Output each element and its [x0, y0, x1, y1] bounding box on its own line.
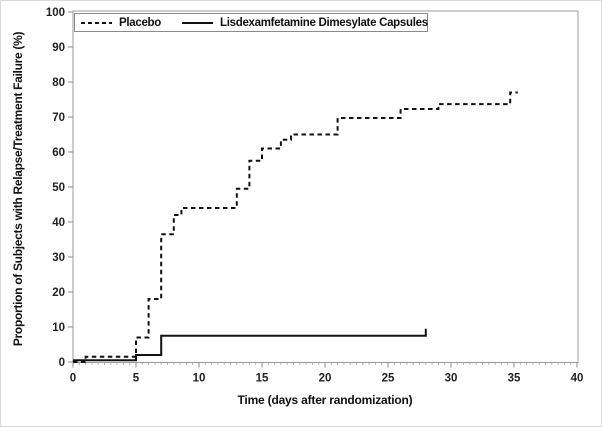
y-tick-label: 50	[52, 182, 65, 194]
x-tick-label: 5	[133, 373, 140, 385]
x-tick-label: 25	[382, 373, 395, 385]
y-tick-label: 100	[46, 7, 65, 19]
dashed-line-sample	[81, 21, 112, 24]
y-tick-label: 0	[59, 357, 65, 369]
y-axis-title: Proportion of Subjects with Relapse/Trea…	[11, 31, 25, 347]
y-tick-label: 90	[52, 42, 65, 54]
x-tick-label: 35	[508, 373, 521, 385]
x-tick-label: 20	[319, 373, 332, 385]
legend-label: Lisdexamfetamine Dimesylate Capsules	[220, 16, 428, 29]
x-tick-label: 0	[70, 373, 76, 385]
legend-item-placebo: Placebo	[81, 17, 161, 29]
y-tick-label: 60	[52, 147, 65, 159]
axis-ticks	[68, 11, 578, 368]
y-tick-label: 40	[52, 217, 65, 229]
y-tick-label: 30	[52, 252, 65, 264]
x-tick-label: 15	[256, 373, 269, 385]
legend-item-lisdexamfetamine: Lisdexamfetamine Dimesylate Capsules	[182, 17, 428, 29]
legend-label: Placebo	[119, 16, 162, 29]
placebo-curve	[73, 91, 518, 363]
x-tick-label: 40	[571, 373, 584, 385]
plot-frame	[72, 10, 579, 363]
y-tick-label: 20	[52, 287, 65, 299]
curves	[73, 91, 518, 363]
y-tick-label: 80	[52, 77, 65, 89]
tick-labels: 0 5 10 15 20 25 30 35 40 0 10 20 30 40 50 60 70 80 90 100	[46, 7, 584, 385]
x-tick-label: 10	[193, 373, 206, 385]
solid-line-sample	[182, 21, 214, 24]
lisdexamfetamine-dimesylate-capsules-curve	[73, 328, 427, 362]
y-tick-label: 10	[52, 322, 65, 334]
legend: Placebo Lisdexamfetamine Dimesylate Caps…	[74, 13, 428, 32]
y-tick-label: 70	[52, 112, 65, 124]
x-axis-title: Time (days after randomization)	[237, 393, 413, 407]
x-tick-label: 30	[445, 373, 458, 385]
